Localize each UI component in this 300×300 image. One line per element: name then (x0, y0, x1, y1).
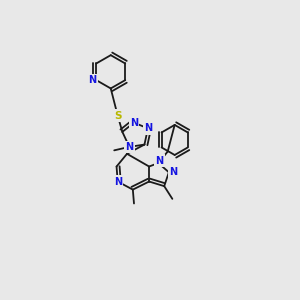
Text: S: S (114, 111, 122, 121)
Text: N: N (155, 156, 164, 166)
Text: N: N (144, 123, 152, 134)
Text: N: N (125, 142, 134, 152)
Text: N: N (88, 75, 97, 85)
Text: N: N (130, 118, 138, 128)
Text: N: N (169, 167, 177, 177)
Text: N: N (114, 176, 122, 187)
